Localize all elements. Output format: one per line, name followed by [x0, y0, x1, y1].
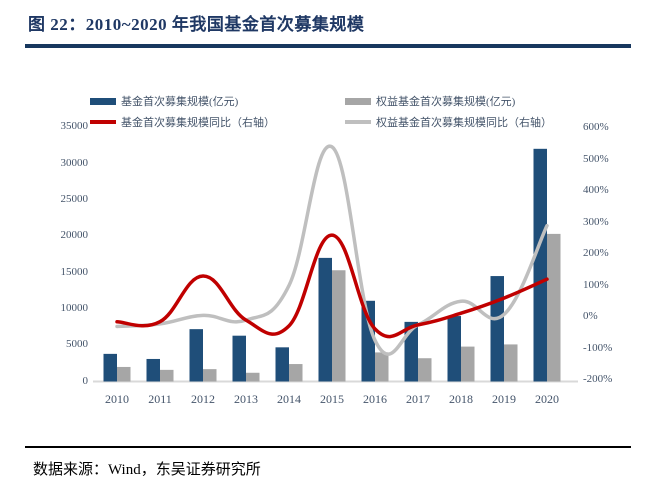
- left-axis-tick: 5000: [66, 338, 88, 351]
- x-axis-tick: 2010: [105, 392, 129, 406]
- x-axis-tick: 2016: [363, 392, 387, 406]
- x-axis-tick: 2020: [535, 392, 559, 406]
- bar-blue-2015: [318, 257, 332, 382]
- left-axis-tick: 10000: [60, 301, 89, 314]
- legend-item-equity-scale: 权益基金首次募集规模(亿元): [345, 93, 515, 109]
- gray-line-swatch-icon: [345, 120, 371, 124]
- right-axis-tick: -100%: [583, 341, 613, 354]
- bar-gray-2013: [246, 372, 260, 382]
- bar-gray-2016: [375, 352, 389, 382]
- right-axis-tick: 600%: [583, 121, 609, 133]
- legend-item-fund-yoy: 基金首次募集规模同比（右轴）: [90, 114, 275, 130]
- bar-blue-2016: [361, 300, 375, 382]
- bar-gray-2012: [203, 369, 217, 382]
- right-axis-tick: 500%: [583, 152, 609, 165]
- x-axis-tick: 2014: [277, 392, 301, 406]
- x-axis-tick: 2017: [406, 392, 430, 406]
- x-axis-tick: 2011: [148, 392, 172, 406]
- left-axis-tick: 20000: [60, 229, 89, 242]
- bar-gray-2014: [289, 364, 303, 382]
- x-axis-tick: 2012: [191, 392, 215, 406]
- legend-label: 权益基金首次募集规模同比（右轴）: [376, 117, 552, 129]
- red-line-swatch-icon: [90, 120, 116, 124]
- bar-blue-2011: [146, 358, 160, 382]
- bar-blue-2014: [275, 347, 289, 382]
- legend-label: 权益基金首次募集规模(亿元): [376, 96, 516, 108]
- bar-gray-2019: [504, 344, 518, 382]
- fund-yoy-line: [115, 233, 549, 339]
- bar-gray-2011: [160, 369, 174, 382]
- bar-gray-2018: [461, 346, 475, 382]
- bar-blue-2019: [490, 276, 504, 382]
- right-axis-tick: 0%: [583, 310, 598, 322]
- bar-gray-2015: [332, 270, 346, 382]
- bar-blue-2013: [232, 335, 246, 382]
- right-axis-tick: -200%: [583, 373, 613, 385]
- legend-item-equity-yoy: 权益基金首次募集规模同比（右轴）: [345, 114, 552, 130]
- right-axis-tick: 400%: [583, 184, 609, 196]
- left-axis-tick: 25000: [60, 193, 89, 205]
- left-axis-tick: 0: [82, 374, 89, 387]
- x-axis-tick: 2018: [449, 392, 473, 406]
- legend-item-fund-scale: 基金首次募集规模(亿元): [90, 93, 238, 109]
- x-axis-tick: 2015: [320, 392, 344, 406]
- left-axis-tick: 15000: [60, 265, 89, 278]
- bar-gray-2017: [418, 358, 432, 382]
- equity-yoy-line: [115, 144, 549, 356]
- bar-blue-2010: [103, 353, 117, 382]
- right-axis-tick: 200%: [583, 247, 609, 259]
- title-divider: [25, 44, 631, 48]
- blue-bar-swatch-icon: [90, 97, 116, 105]
- left-axis-tick: 30000: [60, 156, 89, 169]
- gray-bar-swatch-icon: [345, 97, 371, 105]
- bar-gray-2010: [117, 366, 131, 382]
- data-source-note: 数据来源：Wind，东吴证券研究所: [33, 462, 261, 478]
- x-axis-tick: 2019: [492, 392, 516, 406]
- right-axis-tick: 300%: [583, 215, 609, 228]
- combo-chart-plot: [93, 144, 578, 383]
- bar-blue-2012: [189, 329, 203, 382]
- x-axis-tick: 2013: [234, 392, 258, 406]
- bar-gray-2020: [547, 233, 561, 382]
- figure-title: 图 22：2010~2020 年我国基金首次募集规模: [28, 15, 365, 34]
- bar-blue-2017: [404, 321, 418, 382]
- right-axis-tick: 100%: [583, 278, 609, 291]
- bar-blue-2018: [447, 316, 461, 382]
- footer-divider: [25, 446, 631, 448]
- legend-label: 基金首次募集规模(亿元): [121, 96, 239, 108]
- left-axis-tick: 35000: [60, 120, 89, 133]
- legend-label: 基金首次募集规模同比（右轴）: [121, 117, 275, 129]
- bar-blue-2020: [533, 148, 547, 382]
